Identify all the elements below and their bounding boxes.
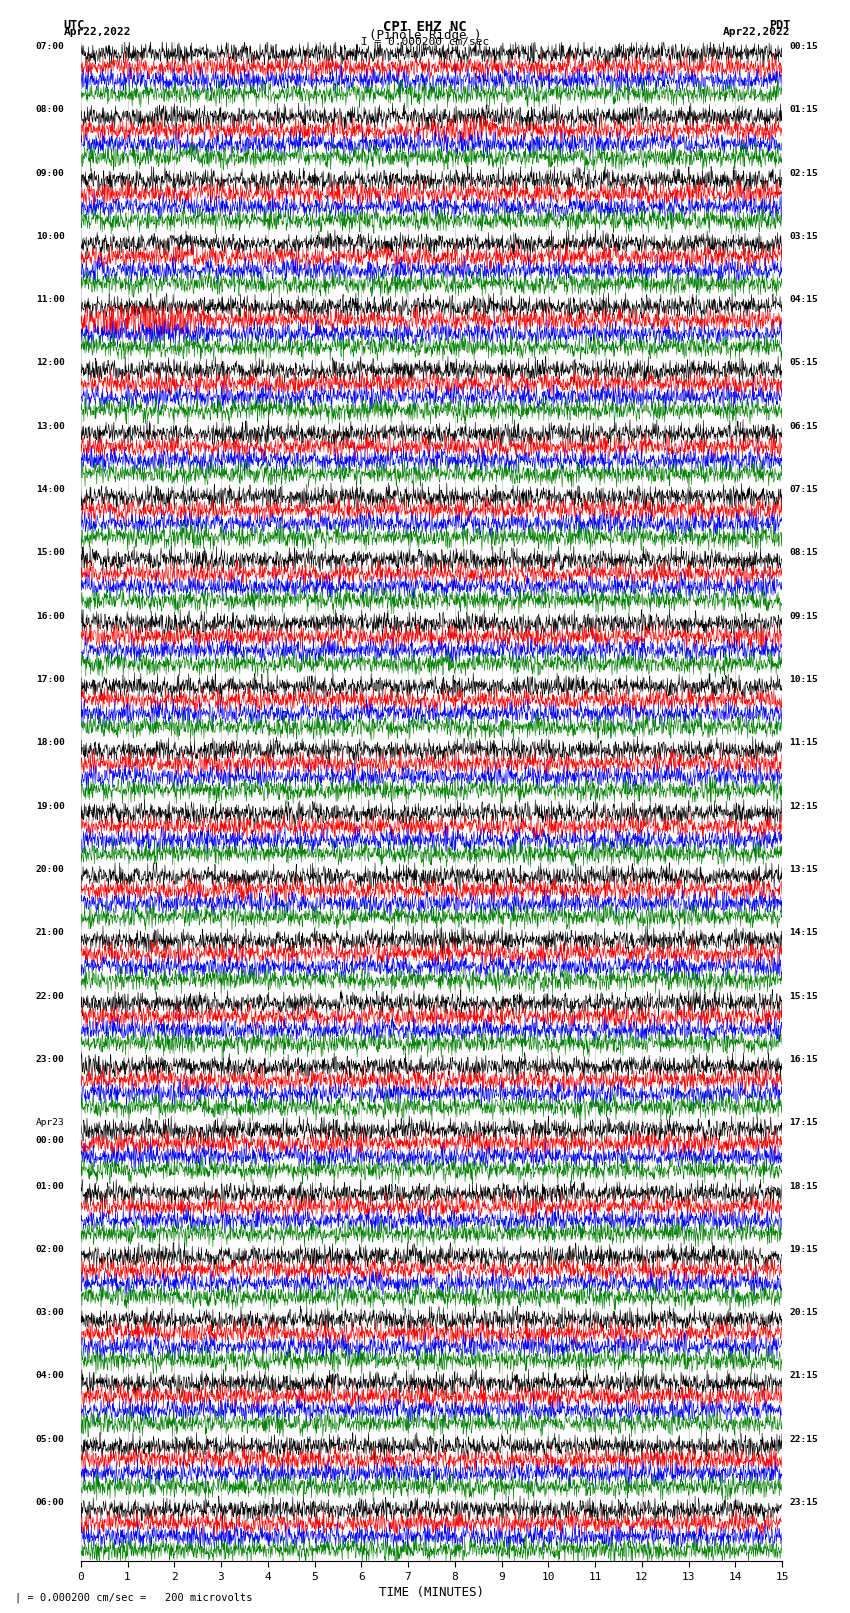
Text: 10:00: 10:00: [36, 232, 65, 240]
Text: 08:00: 08:00: [36, 105, 65, 115]
Text: 14:15: 14:15: [789, 929, 818, 937]
Text: 00:00: 00:00: [36, 1136, 65, 1145]
Text: 16:00: 16:00: [36, 611, 65, 621]
Text: 17:00: 17:00: [36, 676, 65, 684]
Text: 23:15: 23:15: [789, 1498, 818, 1507]
Text: 21:00: 21:00: [36, 929, 65, 937]
Text: 14:00: 14:00: [36, 486, 65, 494]
Text: 01:00: 01:00: [36, 1181, 65, 1190]
Text: 09:00: 09:00: [36, 169, 65, 177]
Text: CPI EHZ NC: CPI EHZ NC: [383, 19, 467, 34]
Text: 00:15: 00:15: [789, 42, 818, 52]
Text: 16:15: 16:15: [789, 1055, 818, 1065]
Text: I = 0.000200 cm/sec: I = 0.000200 cm/sec: [361, 37, 489, 47]
Text: 02:00: 02:00: [36, 1245, 65, 1253]
Text: 12:15: 12:15: [789, 802, 818, 811]
Text: 11:00: 11:00: [36, 295, 65, 305]
Text: 22:00: 22:00: [36, 992, 65, 1000]
Text: 21:15: 21:15: [789, 1371, 818, 1381]
Text: 02:15: 02:15: [789, 169, 818, 177]
Text: 17:15: 17:15: [789, 1118, 818, 1127]
Text: 19:15: 19:15: [789, 1245, 818, 1253]
Text: 22:15: 22:15: [789, 1436, 818, 1444]
Text: PDT: PDT: [769, 19, 790, 32]
X-axis label: TIME (MINUTES): TIME (MINUTES): [379, 1586, 484, 1598]
Text: 20:00: 20:00: [36, 865, 65, 874]
Text: 13:00: 13:00: [36, 423, 65, 431]
Text: 11:15: 11:15: [789, 739, 818, 747]
Text: Apr22,2022: Apr22,2022: [64, 27, 131, 37]
Text: 05:15: 05:15: [789, 358, 818, 368]
Text: 03:15: 03:15: [789, 232, 818, 240]
Text: 06:00: 06:00: [36, 1498, 65, 1507]
Text: 23:00: 23:00: [36, 1055, 65, 1065]
Text: 08:15: 08:15: [789, 548, 818, 558]
Text: Apr23: Apr23: [36, 1118, 65, 1127]
Text: | = 0.000200 cm/sec =   200 microvolts: | = 0.000200 cm/sec = 200 microvolts: [15, 1592, 252, 1603]
Text: 20:15: 20:15: [789, 1308, 818, 1318]
Text: 07:15: 07:15: [789, 486, 818, 494]
Text: 18:15: 18:15: [789, 1181, 818, 1190]
Text: 15:00: 15:00: [36, 548, 65, 558]
Text: Apr22,2022: Apr22,2022: [723, 27, 791, 37]
Text: 01:15: 01:15: [789, 105, 818, 115]
Text: 19:00: 19:00: [36, 802, 65, 811]
Text: 03:00: 03:00: [36, 1308, 65, 1318]
Text: 09:15: 09:15: [789, 611, 818, 621]
Text: 05:00: 05:00: [36, 1436, 65, 1444]
Text: 10:15: 10:15: [789, 676, 818, 684]
Text: 04:00: 04:00: [36, 1371, 65, 1381]
Text: (Pinole Ridge ): (Pinole Ridge ): [369, 29, 481, 42]
Text: 18:00: 18:00: [36, 739, 65, 747]
Text: 06:15: 06:15: [789, 423, 818, 431]
Text: 04:15: 04:15: [789, 295, 818, 305]
Text: UTC: UTC: [64, 19, 85, 32]
Text: 13:15: 13:15: [789, 865, 818, 874]
Text: 07:00: 07:00: [36, 42, 65, 52]
Text: 12:00: 12:00: [36, 358, 65, 368]
Text: 15:15: 15:15: [789, 992, 818, 1000]
